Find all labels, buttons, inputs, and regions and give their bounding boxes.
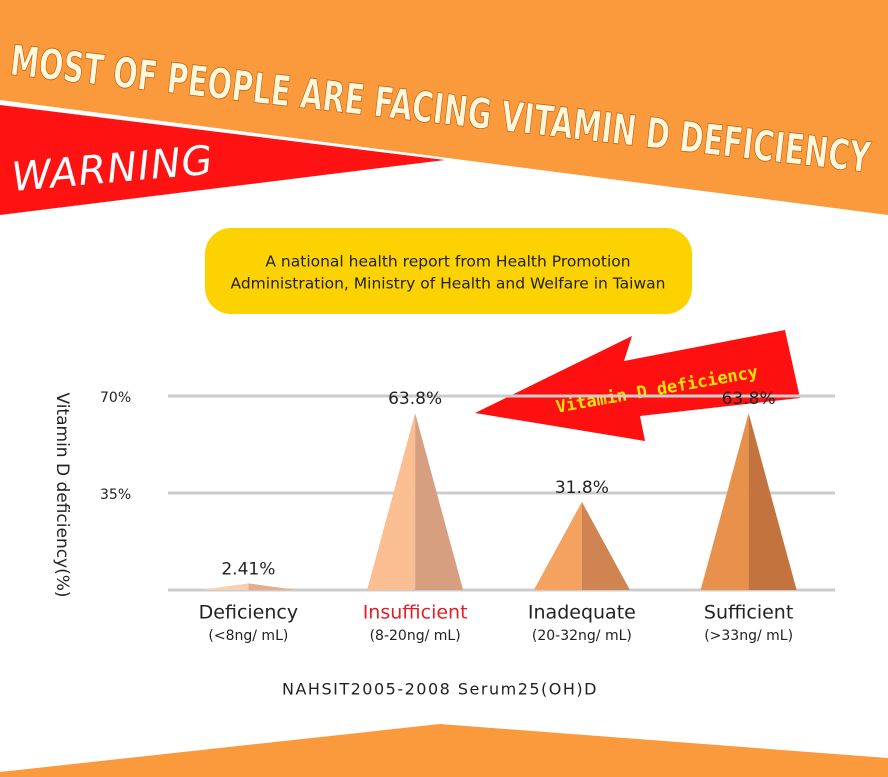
x-tick-label: Sufficient: [704, 602, 793, 624]
top-band: [0, 0, 888, 215]
triangle-shade: [415, 413, 464, 590]
value-label: 63.8%: [722, 389, 776, 409]
source-box: [205, 228, 692, 314]
y-tick-label: 70%: [100, 390, 131, 406]
triangle: [200, 583, 249, 590]
source-line: Administration, Ministry of Health and W…: [231, 275, 666, 293]
triangle: [533, 501, 582, 590]
arrow: [475, 330, 800, 441]
value-label: 31.8%: [555, 478, 609, 498]
triangle-shade: [748, 413, 797, 590]
x-tick-label: Inadequate: [528, 602, 636, 624]
x-tick-note: (8-20ng/ mL): [370, 628, 461, 644]
x-tick-note: (>33ng/ mL): [704, 628, 793, 644]
value-label: 63.8%: [388, 389, 442, 409]
triangle: [367, 413, 416, 590]
triangle-shade: [581, 501, 630, 590]
warning-band: [0, 105, 445, 215]
x-tick-label: Deficiency: [199, 602, 298, 624]
triangle-shade: [248, 583, 297, 590]
y-tick-label: 35%: [100, 487, 131, 503]
source-line: A national health report from Health Pro…: [265, 253, 630, 271]
x-axis-label: NAHSIT2005-2008 Serum25(OH)D: [282, 680, 598, 699]
y-axis-label: Vitamin D deficiency(%): [52, 392, 72, 597]
plot: 35% 70% Deficiency (<8ng/ mL) 2.41% Insuffici…: [100, 389, 835, 644]
value-label: 2.41%: [221, 559, 275, 579]
x-tick-note: (20-32ng/ mL): [532, 628, 632, 644]
x-tick-label: Insufficient: [363, 602, 468, 624]
x-tick-note: (<8ng/ mL): [208, 628, 288, 644]
triangle: [700, 413, 749, 590]
bottom-band: [0, 724, 888, 777]
